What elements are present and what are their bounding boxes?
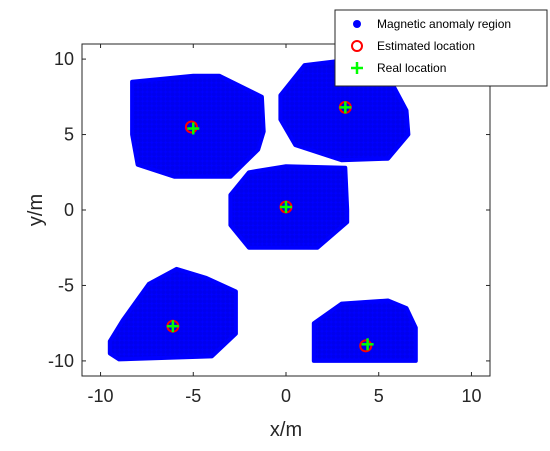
legend-estimated-marker: [351, 40, 363, 52]
y-tick-label-0: 10: [54, 49, 74, 69]
x-tick-label-1: -5: [185, 386, 201, 406]
anomaly-regions: [107, 58, 418, 363]
legend-item-real: Real location: [377, 61, 446, 75]
y-tick-label-2: 0: [64, 200, 74, 220]
real-location-marker-2: [339, 101, 352, 114]
estimated-location-marker-1: [184, 120, 198, 134]
real-location-marker-4: [166, 320, 179, 333]
legend-real-marker: [351, 62, 363, 74]
legend: Magnetic anomaly region Estimated locati…: [334, 9, 548, 87]
anomaly-region-1: [130, 73, 266, 179]
legend-box: [334, 9, 548, 87]
legend-item-estimated: Estimated location: [377, 39, 475, 53]
estimated-location-marker-5: [359, 339, 373, 353]
legend-region-marker: [353, 20, 361, 28]
axis-ticks: -10 -5 0 5 10 10 5 0 -5 -10: [48, 44, 490, 406]
x-axis-label: x/m: [270, 419, 302, 441]
x-tick-label-2: 0: [281, 386, 291, 406]
real-location-marker-5: [361, 338, 374, 351]
anomaly-region-4: [107, 266, 238, 362]
anomaly-region-5: [311, 298, 418, 363]
real-location-marker-3: [280, 200, 292, 213]
x-tick-label-4: 10: [461, 386, 481, 406]
y-tick-label-1: 5: [64, 125, 74, 145]
x-tick-label-3: 5: [374, 386, 384, 406]
real-location-marker-1: [187, 122, 200, 135]
y-tick-label-3: -5: [58, 275, 74, 295]
x-tick-label-0: -10: [88, 386, 114, 406]
legend-item-region: Magnetic anomaly region: [377, 17, 511, 31]
y-axis-label: y/m: [25, 194, 47, 226]
markers: [166, 100, 374, 353]
y-tick-label-4: -10: [48, 351, 74, 371]
